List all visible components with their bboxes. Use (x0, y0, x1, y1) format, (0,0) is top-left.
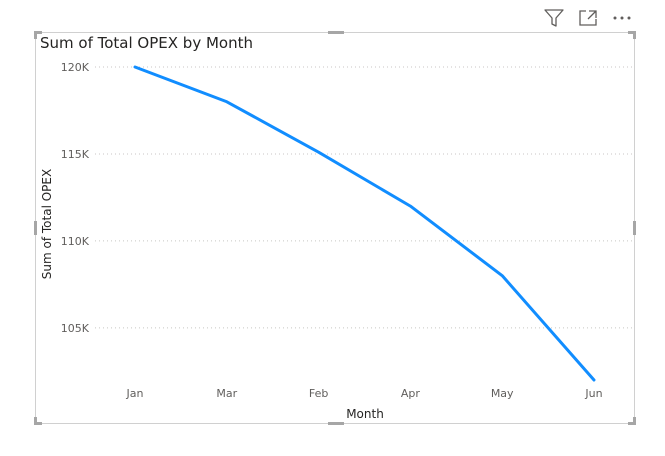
resize-handle-top[interactable] (328, 31, 344, 34)
resize-handle-top-left[interactable] (34, 31, 42, 34)
y-tick-label: 105K (61, 322, 90, 335)
y-axis-title: Sum of Total OPEX (40, 169, 54, 279)
focus-mode-icon[interactable] (577, 8, 599, 28)
line-chart-visual[interactable] (34, 31, 636, 425)
series-line[interactable] (133, 65, 596, 382)
y-tick-label: 110K (61, 235, 90, 248)
resize-handle-top-left-v[interactable] (34, 31, 37, 39)
x-tick-label: Apr (401, 387, 421, 400)
x-tick-label: Jan (126, 387, 144, 400)
chart-title: Sum of Total OPEX by Month (40, 34, 253, 52)
resize-handle-bottom-right[interactable] (628, 422, 636, 425)
gridlines (95, 66, 632, 329)
y-tick-label: 120K (61, 61, 90, 74)
resize-handle-left[interactable] (34, 221, 37, 235)
y-axis-tick-labels: 105K 110K 115K 120K (61, 61, 90, 335)
resize-handle-right[interactable] (633, 221, 636, 235)
resize-handle-top-right-v[interactable] (633, 31, 636, 39)
x-tick-label: Jun (584, 387, 602, 400)
y-tick-label: 115K (61, 148, 90, 161)
visual-header-toolbar (543, 8, 633, 28)
resize-handle-bottom[interactable] (328, 422, 344, 425)
resize-handle-top-right[interactable] (628, 31, 636, 34)
x-axis-title: Month (346, 407, 384, 421)
series-lines (133, 65, 596, 382)
filter-icon[interactable] (543, 8, 565, 28)
x-tick-label: Feb (309, 387, 328, 400)
x-tick-label: Mar (216, 387, 237, 400)
more-options-icon[interactable] (611, 8, 633, 28)
resize-handle-bottom-left-v[interactable] (34, 417, 37, 425)
x-axis-tick-labels: Jan Mar Feb Apr May Jun (126, 387, 603, 400)
resize-handle-bottom-left[interactable] (34, 422, 42, 425)
x-tick-label: May (491, 387, 514, 400)
resize-handle-bottom-right-v[interactable] (633, 417, 636, 425)
